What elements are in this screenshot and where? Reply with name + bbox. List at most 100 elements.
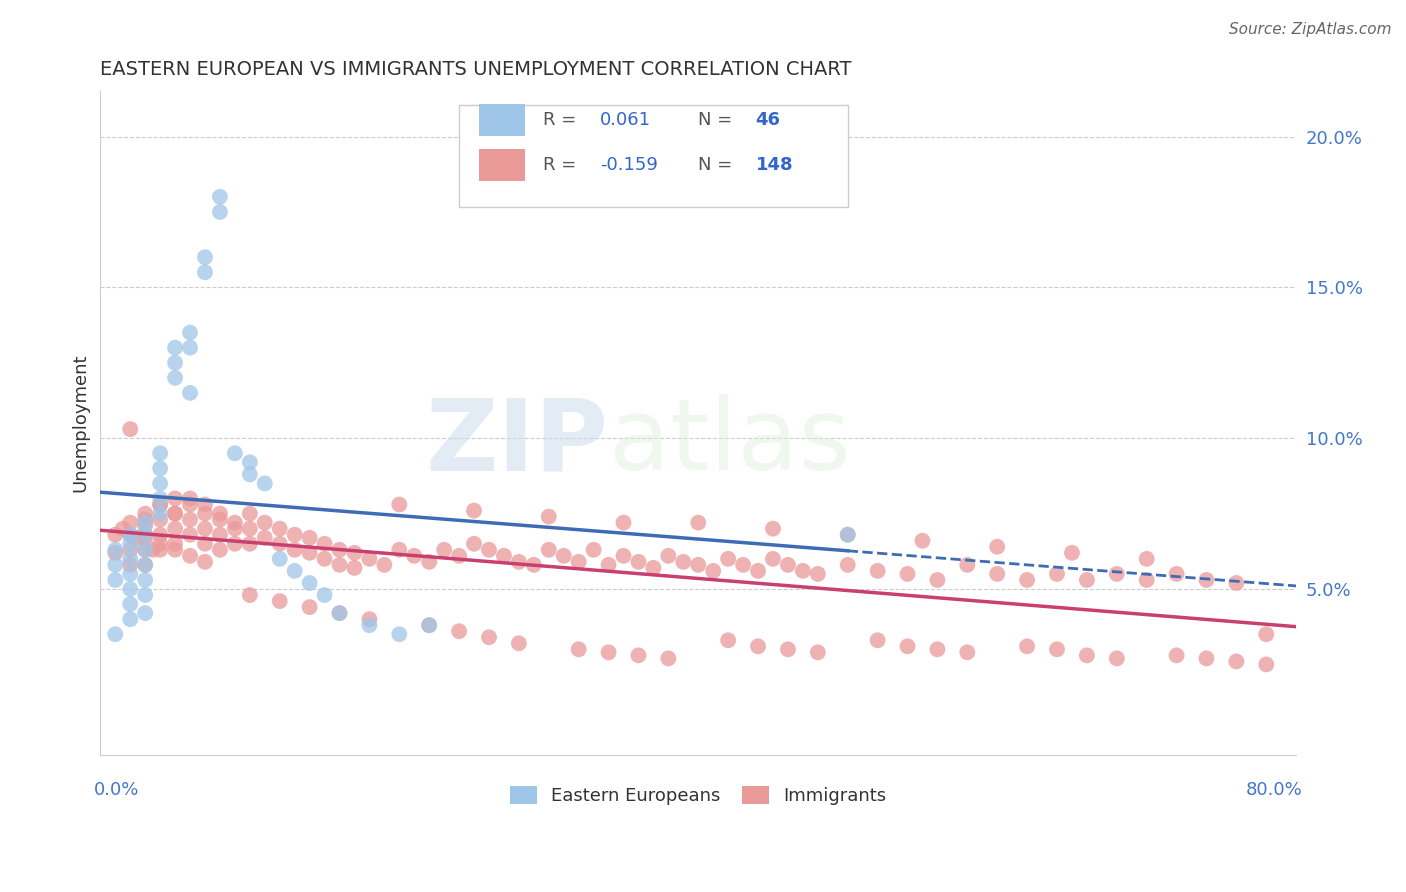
Point [224,537,246,551]
Point [537,509,560,524]
Point [717,633,740,648]
Text: Source: ZipAtlas.com: Source: ZipAtlas.com [1229,22,1392,37]
Point [269,551,291,566]
Point [224,446,246,460]
Point [553,549,575,563]
Point [1166,648,1188,663]
FancyBboxPatch shape [479,103,524,136]
Point [776,642,799,657]
Point [298,600,321,615]
Point [134,527,156,541]
Point [598,558,620,572]
Point [224,522,246,536]
Point [269,522,291,536]
Point [134,507,156,521]
Point [239,467,262,482]
Point [149,527,172,541]
Point [120,527,142,541]
Point [837,527,859,541]
Point [762,551,785,566]
Point [717,551,740,566]
Point [866,564,889,578]
Text: 0.0%: 0.0% [94,780,139,798]
Point [104,542,127,557]
Point [612,516,634,530]
Point [194,555,217,569]
Point [194,250,217,264]
Text: N =: N = [699,111,738,128]
Point [179,385,201,400]
Point [1225,654,1247,668]
Point [165,542,187,557]
Point [120,612,142,626]
Point [986,566,1008,581]
Point [298,531,321,545]
Point [896,640,918,654]
Point [747,564,769,578]
Point [807,566,830,581]
Point [120,582,142,596]
Point [253,476,276,491]
Point [568,642,591,657]
Point [1046,642,1069,657]
Point [165,341,187,355]
Point [134,518,156,533]
Point [702,564,724,578]
Point [449,624,471,639]
Point [478,630,501,644]
Point [359,551,381,566]
Point [239,522,262,536]
Point [134,542,156,557]
Point [120,527,142,541]
Point [149,498,172,512]
Point [111,522,134,536]
Point [1076,648,1098,663]
Point [627,648,650,663]
Text: EASTERN EUROPEAN VS IMMIGRANTS UNEMPLOYMENT CORRELATION CHART: EASTERN EUROPEAN VS IMMIGRANTS UNEMPLOYM… [100,60,852,78]
Point [165,356,187,370]
Point [688,558,710,572]
Point [179,549,201,563]
Point [1136,573,1159,587]
Point [373,558,395,572]
Point [194,507,217,521]
Point [269,537,291,551]
Point [314,537,336,551]
Point [478,542,501,557]
Point [433,542,456,557]
Point [253,516,276,530]
Point [328,606,350,620]
Point [927,573,949,587]
Text: R =: R = [543,156,582,174]
Point [284,564,307,578]
Point [134,606,156,620]
Point [657,549,679,563]
Point [343,561,366,575]
Point [165,371,187,385]
Point [388,498,411,512]
Text: 148: 148 [755,156,793,174]
Point [149,446,172,460]
Point [194,537,217,551]
Point [1105,566,1128,581]
Point [463,537,485,551]
Point [104,573,127,587]
Point [134,558,156,572]
Point [134,588,156,602]
Point [747,640,769,654]
Point [134,542,156,557]
Point [120,558,142,572]
Point [328,558,350,572]
Point [208,527,231,541]
Point [1076,573,1098,587]
Point [986,540,1008,554]
Point [523,558,546,572]
Point [418,555,440,569]
Point [239,537,262,551]
Point [807,645,830,659]
Point [104,527,127,541]
Text: atlas: atlas [609,394,851,491]
Point [179,498,201,512]
Point [127,531,149,545]
Point [537,542,560,557]
